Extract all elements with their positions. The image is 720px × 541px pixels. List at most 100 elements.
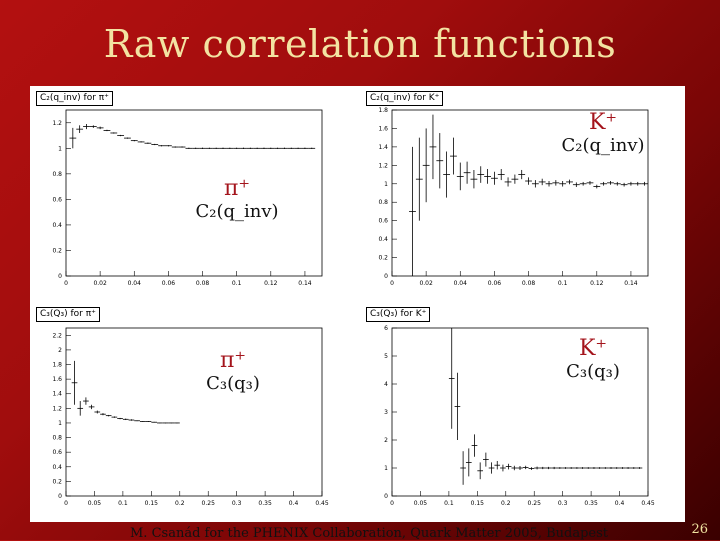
overlay-label-c3-k: K⁺ C₃(q₃) bbox=[538, 336, 648, 382]
data-point bbox=[470, 169, 478, 189]
x-tick-label: 0 bbox=[390, 280, 394, 287]
y-tick-label: 1.8 bbox=[378, 107, 388, 114]
data-point bbox=[528, 467, 535, 470]
data-point bbox=[579, 181, 587, 186]
y-tick-label: 1.6 bbox=[378, 125, 388, 132]
data-point bbox=[551, 466, 557, 470]
data-point bbox=[556, 467, 563, 469]
data-point bbox=[260, 147, 268, 149]
data-point bbox=[572, 182, 580, 188]
x-tick-label: 0.45 bbox=[315, 500, 329, 507]
data-point bbox=[139, 421, 146, 422]
x-tick-label: 0.02 bbox=[93, 280, 107, 287]
histogram-title: C₃(Q₃) for K⁺ bbox=[366, 307, 431, 322]
data-point bbox=[566, 179, 573, 185]
data-point bbox=[240, 147, 247, 149]
data-point bbox=[494, 461, 501, 470]
data-point bbox=[117, 134, 125, 137]
slide-title: Raw correlation functions bbox=[103, 22, 617, 66]
data-point bbox=[246, 147, 254, 149]
y-tick-label: 0.6 bbox=[52, 196, 62, 203]
data-point bbox=[151, 421, 158, 423]
x-tick-label: 0.08 bbox=[196, 280, 210, 287]
x-tick-label: 0.1 bbox=[118, 500, 128, 507]
plot-frame bbox=[65, 109, 323, 277]
y-tick-label: 0 bbox=[384, 273, 388, 280]
x-tick-label: 0.1 bbox=[232, 280, 242, 287]
data-point bbox=[545, 181, 553, 187]
data-point bbox=[178, 146, 186, 148]
x-tick-label: 0.06 bbox=[488, 280, 502, 287]
y-tick-label: 0 bbox=[58, 493, 62, 500]
data-point bbox=[627, 181, 635, 186]
y-tick-label: 0 bbox=[58, 273, 62, 280]
y-tick-label: 0.2 bbox=[52, 478, 62, 485]
data-point bbox=[111, 416, 118, 418]
data-point bbox=[436, 133, 444, 189]
y-tick-label: 0.4 bbox=[52, 464, 62, 471]
histogram-title: C₃(Q₃) for π⁺ bbox=[36, 307, 100, 322]
data-point bbox=[448, 328, 455, 429]
data-point bbox=[158, 145, 165, 147]
data-point bbox=[600, 181, 608, 186]
data-point bbox=[538, 178, 546, 186]
data-point bbox=[484, 169, 491, 184]
x-tick-label: 0.4 bbox=[289, 500, 299, 507]
data-point bbox=[602, 467, 609, 469]
particle-label: π⁺ bbox=[223, 176, 251, 201]
data-point bbox=[105, 414, 112, 417]
x-tick-label: 0.2 bbox=[501, 500, 511, 507]
data-point bbox=[429, 114, 437, 180]
data-point bbox=[511, 174, 519, 184]
data-point bbox=[630, 467, 637, 469]
data-point bbox=[641, 181, 648, 186]
plot-c2-pi: 0 0.02 0.04 0.06 0.08 0.1 0.12 0.14 0 0.2 0.4 0.6 0.… bbox=[52, 109, 323, 287]
data-point bbox=[96, 126, 104, 130]
data-point bbox=[443, 151, 451, 198]
x-tick-label: 0.35 bbox=[584, 500, 598, 507]
x-tick-label: 0.35 bbox=[258, 500, 272, 507]
data-point bbox=[76, 125, 84, 133]
data-point bbox=[625, 467, 631, 469]
data-point bbox=[585, 467, 592, 469]
x-tick-label: 0.25 bbox=[202, 500, 216, 507]
overlay-label-c2-pi: π⁺ C₂(q_inv) bbox=[182, 176, 292, 222]
data-point bbox=[185, 147, 193, 149]
plot-frame bbox=[391, 109, 649, 277]
y-tick-label: 1.2 bbox=[52, 405, 62, 412]
y-tick-label: 1.4 bbox=[52, 391, 62, 398]
y-tick-label: 1 bbox=[384, 465, 388, 472]
histogram-title: C₂(q_inv) for π⁺ bbox=[36, 91, 113, 106]
data-point bbox=[294, 147, 302, 149]
data-point bbox=[608, 467, 614, 469]
data-point bbox=[274, 147, 282, 149]
y-tick-label: 5 bbox=[384, 353, 388, 360]
data-point bbox=[539, 466, 546, 470]
data-point bbox=[199, 147, 206, 149]
x-tick-label: 0.15 bbox=[471, 500, 485, 507]
data-point bbox=[145, 421, 152, 422]
function-label: C₂(q_inv) bbox=[195, 201, 279, 222]
data-point bbox=[483, 452, 489, 467]
x-tick-label: 0.45 bbox=[641, 500, 655, 507]
y-tick-label: 2.2 bbox=[52, 332, 62, 339]
data-point bbox=[219, 147, 227, 149]
data-point bbox=[253, 147, 261, 149]
data-point bbox=[130, 140, 138, 142]
y-tick-label: 1.6 bbox=[52, 376, 62, 383]
y-tick-label: 1.2 bbox=[52, 120, 62, 127]
x-tick-label: 0.12 bbox=[264, 280, 278, 287]
x-tick-label: 0.15 bbox=[145, 500, 159, 507]
data-point bbox=[83, 124, 90, 130]
data-point bbox=[110, 132, 118, 134]
x-tick-label: 0.25 bbox=[528, 500, 542, 507]
data-point bbox=[636, 467, 643, 469]
data-point bbox=[456, 162, 464, 191]
data-point bbox=[168, 422, 175, 424]
data-point bbox=[552, 180, 560, 186]
page-number: 26 bbox=[691, 522, 708, 537]
y-tick-label: 0.6 bbox=[52, 449, 62, 456]
x-tick-label: 0.3 bbox=[232, 500, 242, 507]
y-tick-label: 2 bbox=[384, 437, 388, 444]
y-tick-label: 1 bbox=[384, 181, 388, 188]
